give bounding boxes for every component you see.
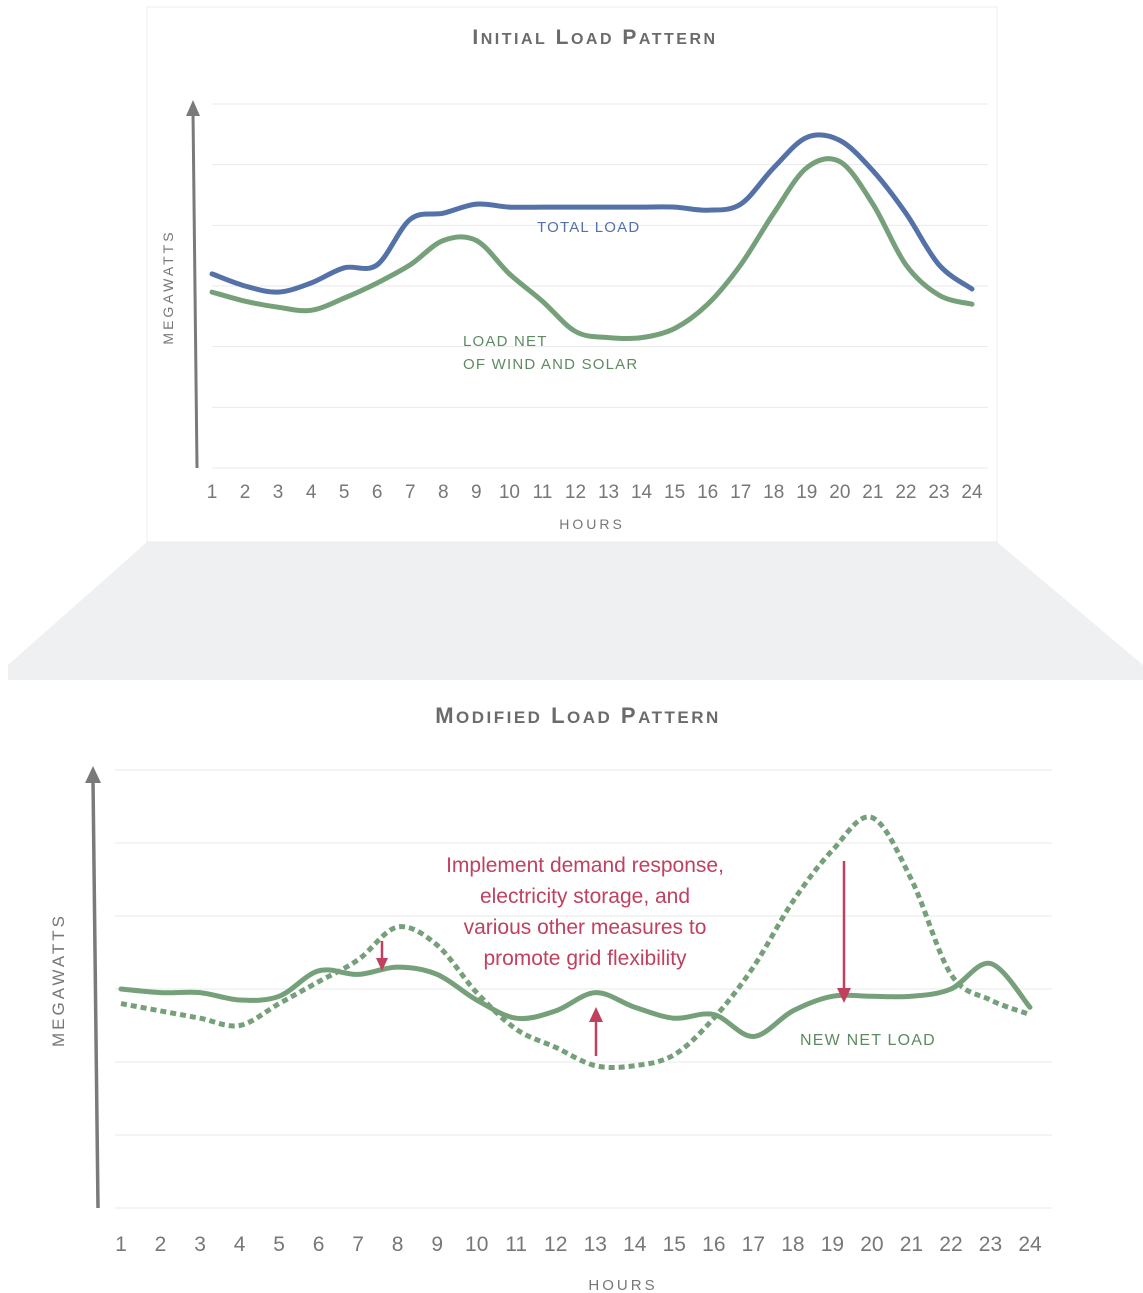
initial-chart-title: INITIAL LOAD PATTERN (472, 26, 717, 49)
modified-x-tick-label: 12 (544, 1233, 567, 1256)
modified-x-tick-label: 9 (431, 1233, 443, 1256)
initial-x-tick-label: 1 (207, 482, 218, 503)
modified-x-tick-label: 23 (979, 1233, 1002, 1256)
initial-x-tick-label: 12 (565, 482, 586, 503)
initial-x-tick-label: 24 (961, 482, 983, 503)
modified-x-tick-label: 21 (900, 1233, 923, 1256)
initial-x-tick-label: 20 (829, 482, 850, 503)
initial-x-tick-label: 5 (339, 482, 350, 503)
callout-arrowhead-hour14 (589, 1007, 603, 1022)
modified-series-line-0 (118, 960, 1033, 1039)
initial-series-line-0 (209, 132, 975, 295)
modified-x-tick-label: 13 (584, 1233, 607, 1256)
modified-x-tick-label: 14 (623, 1233, 647, 1256)
initial-x-tick-label: 13 (598, 482, 619, 503)
initial-x-tick-label: 15 (664, 482, 685, 503)
callout-line-2: electricity storage, and (480, 885, 690, 908)
initial-x-tick-label: 3 (273, 482, 284, 503)
initial-x-tick-label: 23 (928, 482, 949, 503)
modified-x-tick-label: 22 (939, 1233, 962, 1256)
modified-y-axis (91, 779, 100, 1209)
modified-series (118, 814, 1033, 1070)
modified-x-tick-label: 16 (702, 1233, 725, 1256)
modified-x-tick-label: 1 (115, 1233, 127, 1256)
modified-x-tick-label: 17 (742, 1233, 765, 1256)
initial-x-tick-label: 9 (471, 482, 482, 503)
initial-x-tick-label: 8 (438, 482, 449, 503)
initial-x-tick-label: 7 (405, 482, 416, 503)
zoom-connector (8, 542, 1143, 690)
callout-line-3: various other measures to (464, 916, 707, 939)
modified-y-axis-title: MEGAWATTS (49, 913, 68, 1047)
modified-x-axis-title: HOURS (588, 1277, 657, 1293)
initial-x-tick-label: 6 (372, 482, 383, 503)
modified-series-line-1 (120, 814, 1031, 1070)
modified-x-tick-label: 19 (821, 1233, 844, 1256)
callout-line-4: promote grid flexibility (483, 947, 687, 970)
initial-x-tick-label: 10 (499, 482, 520, 503)
callout-line-1: Implement demand response, (446, 854, 724, 877)
net-load-label-line2: OF WIND AND SOLAR (463, 356, 638, 373)
modified-x-tick-label: 3 (194, 1233, 206, 1256)
initial-x-axis-title: HOURS (559, 516, 625, 532)
modified-x-tick-label: 4 (234, 1233, 246, 1256)
modified-x-tick-label: 8 (392, 1233, 404, 1256)
initial-x-tick-labels: 1 2 3 4 5 6 7 8 9 10 11 12 13 14 15 16 17 18 19 20 21 22 23 24 (207, 482, 983, 503)
total-load-label: TOTAL LOAD (537, 219, 640, 236)
initial-x-tick-label: 4 (306, 482, 317, 503)
modified-x-tick-label: 24 (1018, 1233, 1042, 1256)
initial-x-tick-label: 14 (631, 482, 653, 503)
initial-x-tick-label: 22 (895, 482, 916, 503)
initial-gridlines (212, 103, 988, 469)
initial-series (209, 132, 975, 342)
modified-x-tick-label: 15 (663, 1233, 686, 1256)
initial-x-tick-label: 21 (862, 482, 883, 503)
modified-x-tick-label: 5 (273, 1233, 285, 1256)
initial-y-axis-arrowhead (186, 100, 200, 116)
modified-x-tick-label: 6 (313, 1233, 325, 1256)
modified-x-tick-labels: 1 2 3 4 5 6 7 8 9 10 11 12 13 14 15 16 17 18 19 20 21 22 23 24 (115, 1233, 1042, 1256)
modified-x-tick-label: 10 (465, 1233, 488, 1256)
initial-y-axis-title: MEGAWATTS (160, 229, 176, 344)
initial-x-tick-label: 18 (763, 482, 784, 503)
initial-x-tick-label: 16 (697, 482, 718, 503)
new-net-load-label: NEW NET LOAD (800, 1032, 936, 1049)
modified-y-axis-arrowhead (85, 766, 101, 783)
modified-chart-title: MODIFIED LOAD PATTERN (435, 703, 721, 728)
modified-panel (8, 680, 1143, 1293)
modified-x-tick-label: 11 (505, 1233, 527, 1256)
callout-arrowhead-hour19 (837, 988, 851, 1003)
initial-x-tick-label: 17 (730, 482, 751, 503)
initial-panel (146, 6, 998, 543)
modified-x-tick-label: 2 (155, 1233, 167, 1256)
modified-x-tick-label: 7 (352, 1233, 364, 1256)
initial-y-axis (191, 111, 199, 469)
initial-x-tick-label: 19 (796, 482, 817, 503)
modified-x-tick-label: 18 (781, 1233, 804, 1256)
modified-gridlines (115, 769, 1052, 1209)
modified-x-tick-label: 20 (860, 1233, 883, 1256)
initial-x-tick-label: 11 (533, 482, 553, 503)
callout-arrowhead-hour8 (376, 958, 388, 971)
initial-series-line-1 (209, 156, 975, 342)
net-load-label-line1: LOAD NET (463, 333, 548, 350)
initial-x-tick-label: 2 (240, 482, 251, 503)
